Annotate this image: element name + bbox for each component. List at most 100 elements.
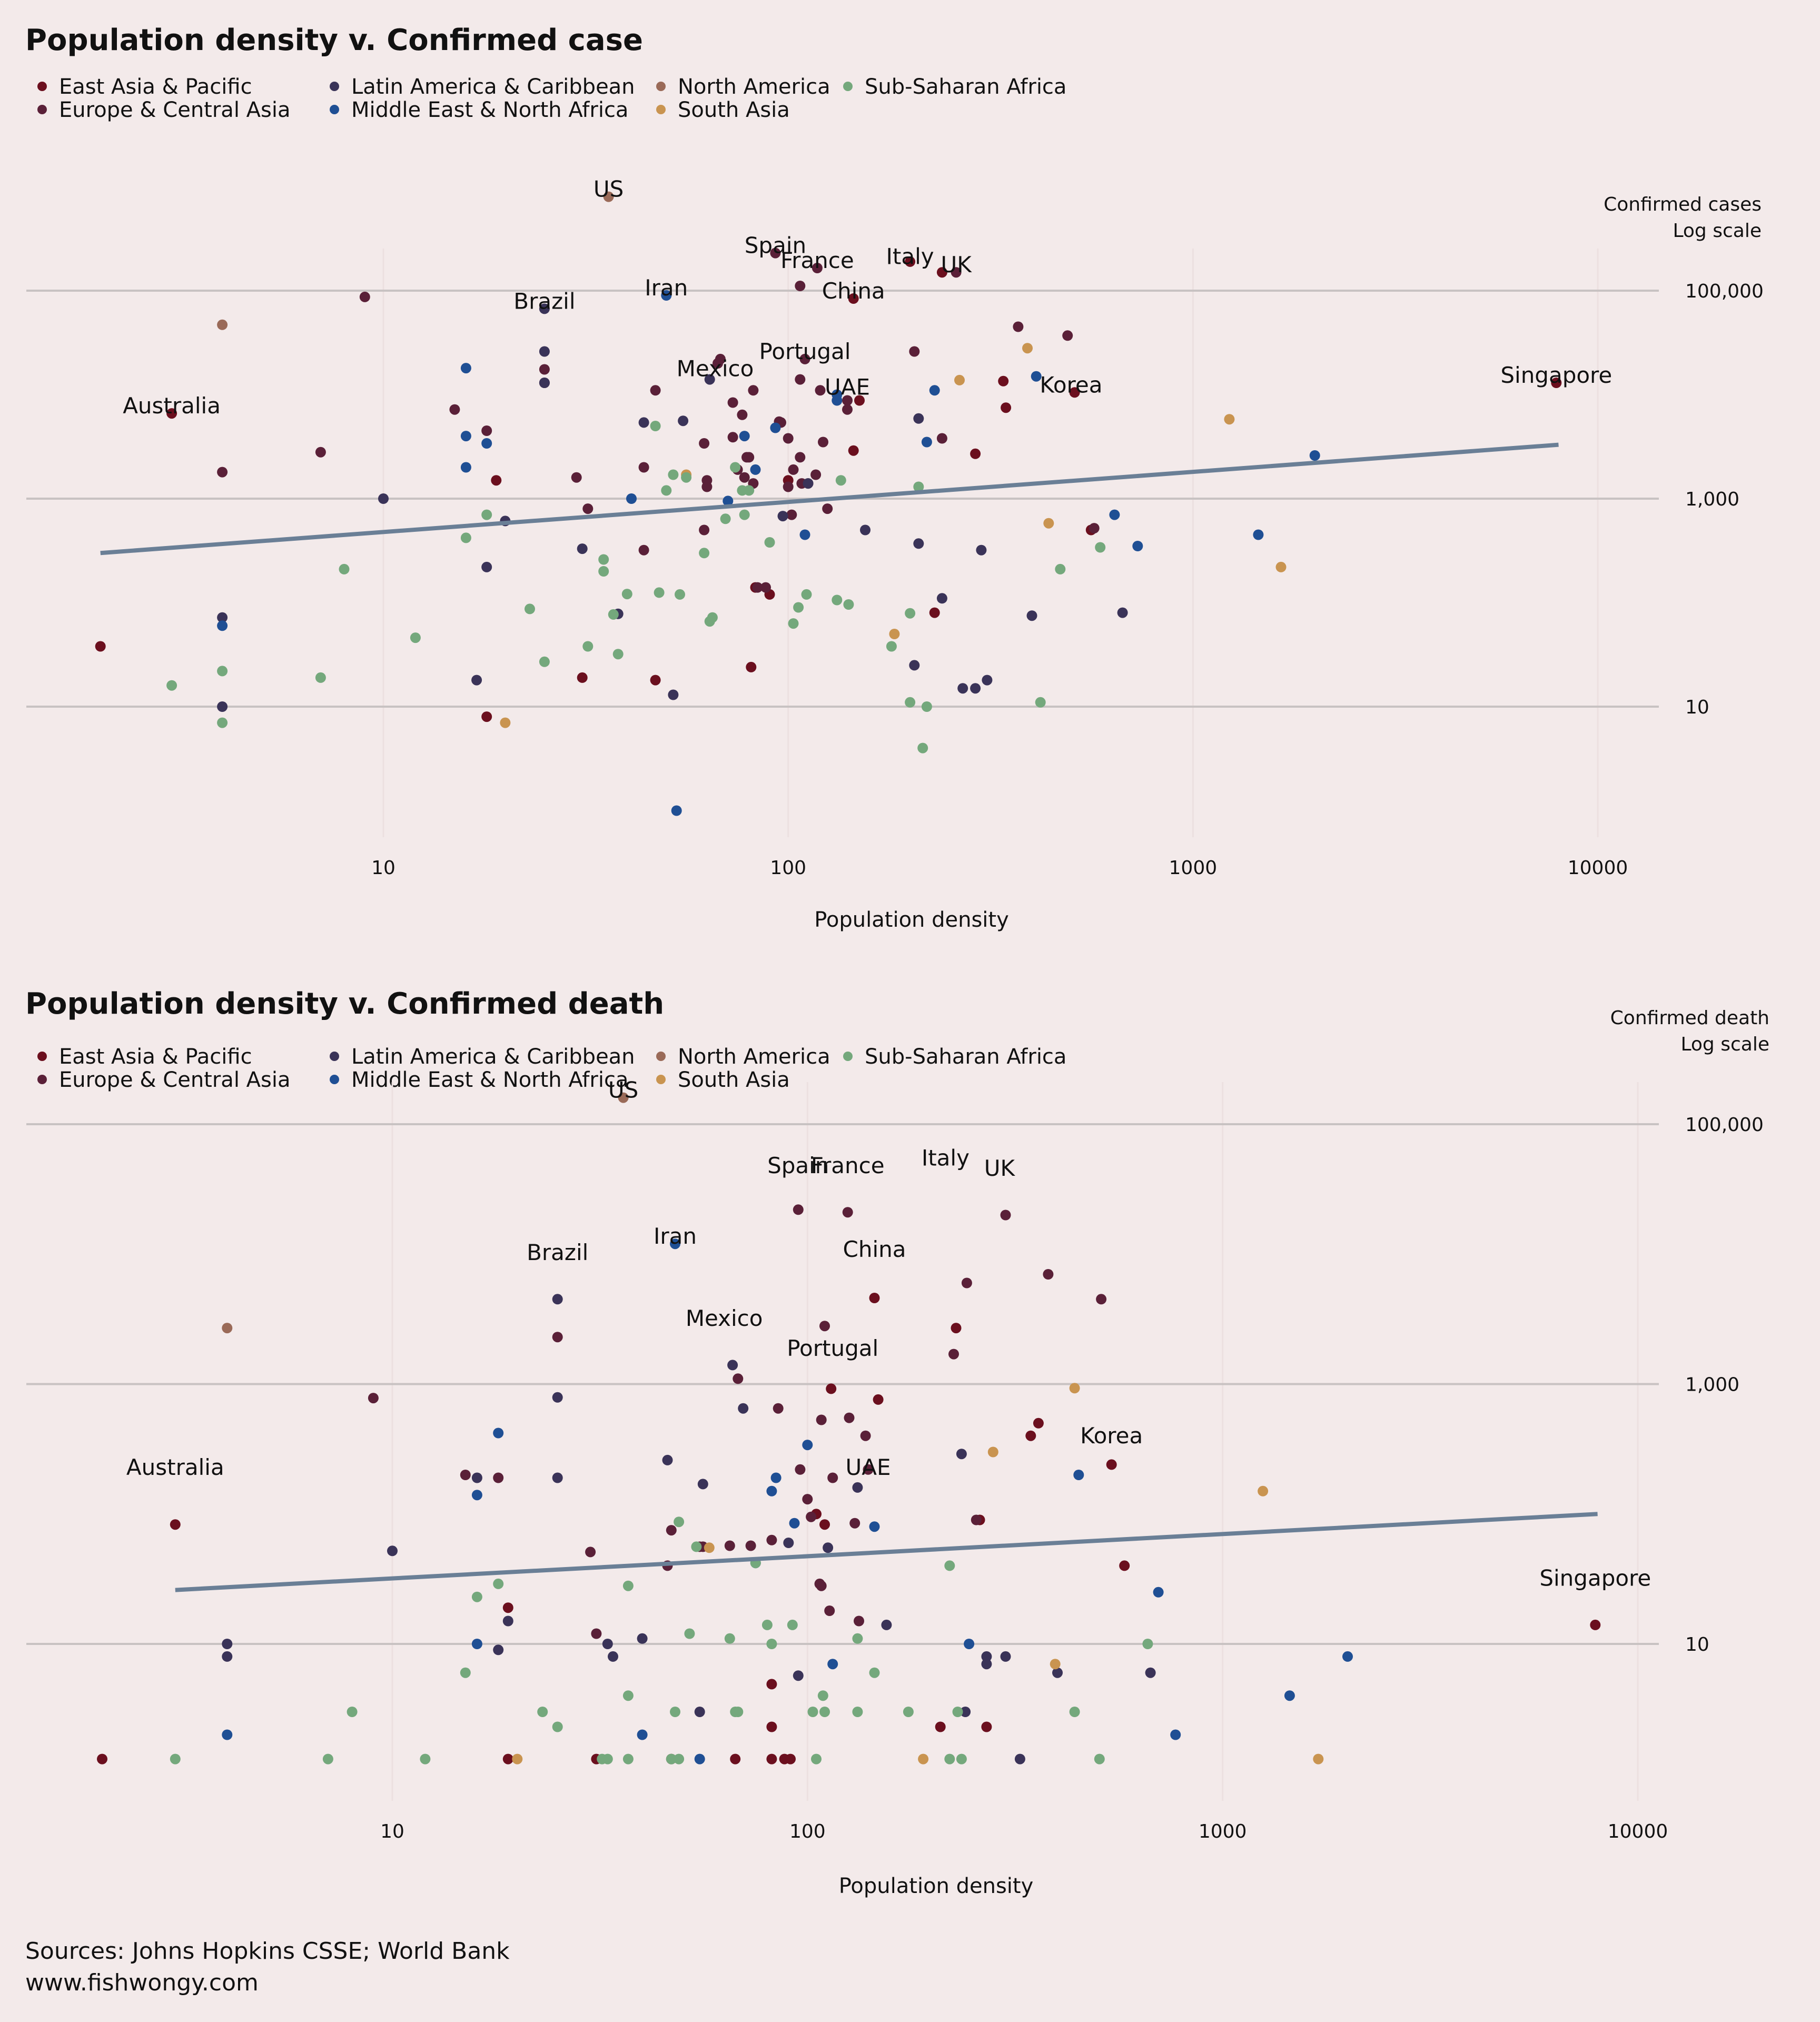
- data-point: [1132, 541, 1143, 551]
- data-point: [471, 1472, 482, 1483]
- data-point: [217, 701, 228, 712]
- data-point: [684, 1628, 695, 1639]
- data-point: [602, 1639, 613, 1649]
- data-point: [622, 1580, 634, 1591]
- data-point: [827, 1659, 838, 1670]
- data-point: [697, 1479, 708, 1490]
- data-point: [738, 1403, 749, 1414]
- data-point: [1000, 1210, 1011, 1221]
- y-axis-label-scale: Log scale: [1680, 1034, 1769, 1055]
- data-point: [612, 649, 624, 660]
- data-point: [844, 1412, 855, 1423]
- y-axis-label: Confirmed cases: [1604, 194, 1762, 215]
- data-point: [842, 395, 853, 406]
- data-point: [929, 385, 940, 396]
- data-point: [909, 346, 920, 357]
- data-point: [852, 1482, 863, 1493]
- data-point: [222, 1323, 233, 1334]
- data-point: [860, 1430, 871, 1441]
- data-point: [981, 1659, 992, 1670]
- data-point: [869, 1521, 880, 1532]
- data-point: [493, 1472, 504, 1483]
- website-line: www.fishwongy.com: [25, 1969, 259, 1996]
- data-point: [502, 1615, 513, 1627]
- data-point: [822, 503, 833, 514]
- data-point: [368, 1393, 379, 1404]
- trend-line: [100, 442, 1559, 556]
- data-point: [832, 594, 843, 606]
- x-tick-label: 10: [380, 1821, 404, 1842]
- data-point: [637, 1633, 648, 1644]
- data-point: [1013, 321, 1024, 332]
- data-point: [724, 1633, 735, 1644]
- x-tick-label: 1000: [1199, 1821, 1247, 1842]
- data-point: [582, 641, 594, 652]
- data-point: [1284, 1690, 1295, 1701]
- country-label: UAE: [846, 1454, 891, 1480]
- data-point: [848, 293, 859, 304]
- data-point: [960, 1707, 971, 1717]
- data-point: [661, 485, 672, 496]
- data-point: [964, 1639, 975, 1649]
- data-point: [471, 675, 482, 686]
- data-point: [770, 422, 781, 433]
- data-point: [471, 1490, 482, 1501]
- data-point: [621, 589, 632, 600]
- legend-marker: [37, 1075, 47, 1084]
- data-point: [819, 1707, 830, 1717]
- data-point: [817, 1690, 828, 1701]
- data-point: [873, 1394, 884, 1405]
- data-point: [420, 1753, 431, 1765]
- data-point: [449, 404, 460, 415]
- data-point: [608, 1651, 618, 1662]
- data-point: [217, 319, 228, 330]
- data-point: [170, 1519, 181, 1530]
- data-point: [650, 675, 661, 686]
- data-point: [622, 1753, 634, 1765]
- data-point: [1253, 529, 1264, 540]
- data-point: [1551, 378, 1562, 388]
- data-point: [1313, 1753, 1324, 1765]
- chart-title: Population density v. Confirmed death: [25, 987, 664, 1021]
- data-point: [359, 291, 370, 302]
- data-point: [961, 1277, 972, 1288]
- y-tick-label: 1,000: [1685, 489, 1739, 510]
- data-point: [987, 1446, 998, 1458]
- country-label: Italy: [886, 244, 934, 270]
- country-label: China: [822, 278, 885, 304]
- data-point: [793, 602, 804, 613]
- data-point: [860, 524, 871, 536]
- x-tick-label: 100: [789, 1821, 826, 1842]
- data-point: [217, 666, 228, 677]
- y-tick-label: 100,000: [1685, 281, 1764, 302]
- data-point: [715, 353, 726, 364]
- data-point: [166, 680, 177, 691]
- legend-label: Sub-Saharan Africa: [865, 1045, 1066, 1069]
- data-point: [746, 661, 757, 672]
- data-point: [582, 503, 594, 514]
- data-point: [1590, 1619, 1601, 1630]
- data-point: [730, 462, 741, 473]
- data-point: [1050, 1659, 1061, 1670]
- data-point: [854, 1615, 864, 1627]
- country-label: US: [594, 176, 624, 202]
- data-point: [552, 1294, 563, 1305]
- data-point: [661, 290, 672, 301]
- legend-label: East Asia & Pacific: [59, 75, 252, 99]
- data-point: [502, 1753, 513, 1765]
- data-point: [1001, 402, 1012, 413]
- data-point: [761, 1619, 773, 1630]
- data-point: [848, 445, 859, 456]
- data-point: [1022, 343, 1033, 354]
- data-point: [827, 1472, 838, 1483]
- data-point: [1170, 1729, 1181, 1740]
- country-label: Iran: [645, 275, 688, 301]
- data-point: [905, 608, 916, 619]
- data-point: [577, 672, 588, 683]
- data-point: [537, 1707, 548, 1717]
- data-point: [704, 374, 715, 385]
- legend-label: Middle East & North Africa: [351, 98, 628, 122]
- y-tick-label: 1,000: [1685, 1374, 1739, 1396]
- data-point: [801, 589, 812, 600]
